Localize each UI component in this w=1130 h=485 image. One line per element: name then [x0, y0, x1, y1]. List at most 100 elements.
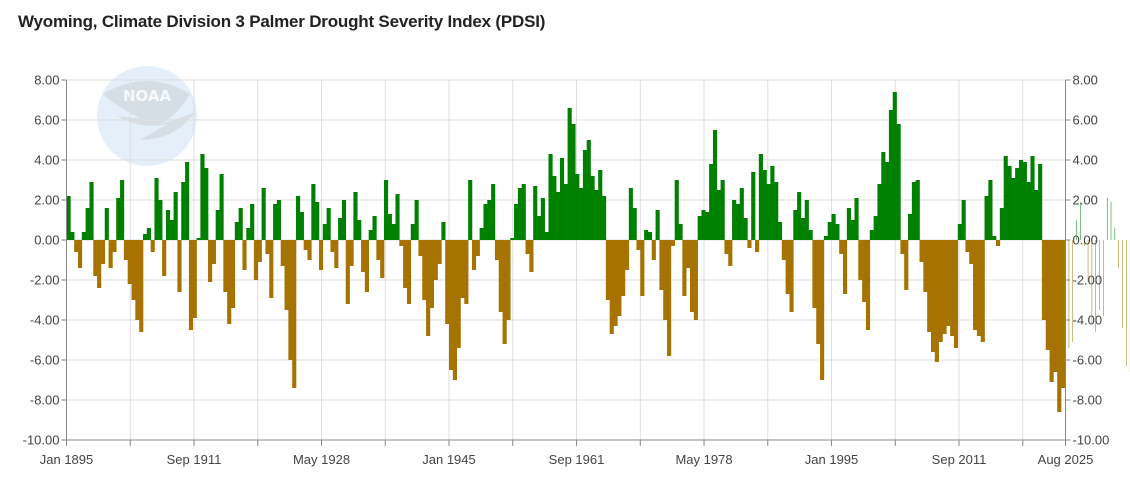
bar-wet	[774, 182, 779, 240]
bar-wet	[219, 174, 224, 240]
bar-dry	[747, 240, 752, 248]
bar-wet	[1076, 220, 1077, 240]
bar-dry	[433, 240, 438, 280]
bar-wet	[536, 216, 542, 240]
bar-wet	[575, 174, 580, 240]
bar-dry	[123, 240, 129, 260]
bar-dry	[816, 240, 821, 344]
bar-dry	[265, 240, 270, 254]
bar-wet	[338, 218, 343, 240]
bar-dry	[208, 240, 213, 282]
bar-wet	[594, 190, 599, 240]
bar-dry	[192, 240, 197, 318]
bar-dry	[980, 240, 985, 342]
bar-dry	[112, 240, 117, 252]
bar-wet	[602, 196, 607, 240]
bar-wet	[705, 212, 710, 240]
bar-wet	[341, 200, 347, 240]
bar-wet	[716, 190, 721, 240]
x-tick-label: Jan 1945	[422, 452, 476, 467]
bar-wet	[797, 192, 802, 240]
bar-wet	[804, 200, 809, 240]
bar-dry	[965, 240, 970, 252]
bar-dry	[1068, 240, 1070, 348]
bar-dry	[303, 240, 308, 250]
bar-dry	[1103, 240, 1104, 316]
bar-dry	[1087, 240, 1089, 282]
bar-dry	[1061, 240, 1066, 388]
bar-dry	[269, 240, 274, 298]
bar-wet	[770, 166, 775, 240]
bar-dry	[1083, 240, 1085, 246]
bar-dry	[670, 240, 675, 246]
bar-wet	[1106, 198, 1108, 240]
bar-dry	[682, 240, 687, 296]
bar-wet	[261, 188, 266, 240]
bar-wet	[567, 108, 572, 240]
bar-dry	[525, 240, 530, 254]
bar-dry	[464, 240, 469, 304]
bar-wet	[632, 208, 637, 240]
bar-wet	[510, 238, 515, 240]
bar-dry	[1091, 240, 1093, 324]
bar-wet	[1018, 160, 1024, 240]
bar-wet	[215, 210, 220, 240]
y-tick-label-left: 8.00	[34, 73, 59, 88]
bar-dry	[426, 240, 431, 336]
bar-wet	[739, 188, 744, 240]
bar-dry	[609, 240, 614, 334]
bar-dry	[839, 240, 844, 254]
x-tick-label: Sep 2011	[932, 452, 987, 467]
bar-dry	[162, 240, 167, 276]
bar-wet	[296, 196, 301, 240]
bar-dry	[812, 240, 817, 308]
bar-wet	[766, 184, 771, 240]
bar-wet	[915, 180, 920, 240]
bar-wet	[383, 180, 389, 240]
chart-title: Wyoming, Climate Division 3 Palmer Droug…	[18, 12, 546, 31]
bar-wet	[479, 228, 484, 240]
bar-dry	[1045, 240, 1050, 350]
x-tick-label: May 1928	[293, 452, 350, 467]
y-tick-label-left: -8.00	[30, 393, 60, 408]
bar-dry	[667, 240, 672, 356]
bar-wet	[644, 230, 649, 240]
bar-wet	[701, 210, 706, 240]
bar-wet	[441, 222, 446, 240]
bar-dry	[934, 240, 939, 362]
bar-wet	[104, 208, 109, 240]
y-tick-label-left: 4.00	[34, 153, 59, 168]
y-tick-label-left: 0.00	[34, 233, 59, 248]
y-tick-label-left: 6.00	[34, 113, 59, 128]
y-tick-label-left: 2.00	[34, 193, 59, 208]
bar-wet	[559, 158, 565, 240]
bar-wet	[246, 228, 251, 240]
bar-wet	[273, 204, 278, 240]
bar-wet	[885, 162, 890, 240]
bar-dry	[690, 240, 695, 312]
bar-wet	[751, 172, 756, 240]
bar-wet	[735, 204, 741, 240]
bar-wet	[200, 154, 205, 240]
bar-dry	[930, 240, 936, 352]
bar-dry	[659, 240, 664, 290]
bar-dry	[188, 240, 194, 330]
bar-dry	[640, 240, 645, 296]
noaa-logo-watermark: NOAA	[97, 66, 197, 166]
bar-wet	[988, 180, 993, 240]
bar-dry	[97, 240, 102, 288]
bar-dry	[253, 240, 259, 280]
bar-wet	[896, 124, 901, 240]
bar-dry	[127, 240, 132, 284]
bar-dry	[135, 240, 140, 320]
bar-wet	[758, 154, 763, 240]
bar-wet	[961, 200, 966, 240]
bar-wet	[552, 176, 557, 240]
bar-wet	[66, 196, 71, 240]
bar-dry	[950, 240, 955, 336]
bar-dry	[973, 240, 978, 330]
bar-wet	[533, 186, 538, 240]
y-tick-label-right: 4.00	[1073, 153, 1098, 168]
bar-dry	[755, 240, 760, 252]
bar-wet	[521, 184, 526, 240]
